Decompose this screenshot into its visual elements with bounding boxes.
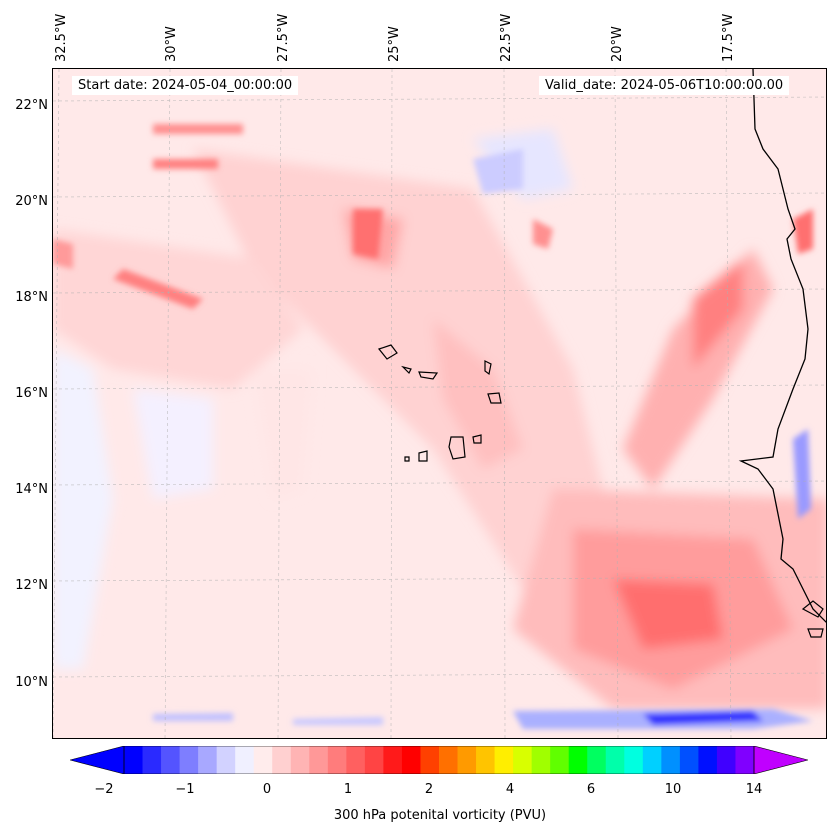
lat-label: 22°N [15,98,48,113]
colorbar-cell [401,746,421,774]
colorbar-cell [179,746,199,774]
colorbar-tick: 0 [262,782,272,797]
coastline [738,69,826,623]
colorbar-tick: 1 [343,782,353,797]
lat-label: 16°N [15,386,48,401]
colorbar-cell [568,746,588,774]
lon-label: 20°W [610,26,625,62]
colorbar-cell [420,746,440,774]
colorbar-cell [550,746,570,774]
colorbar-extend-min [70,746,125,774]
lon-label: 22.5°W [499,13,514,62]
colorbar-cell [494,746,514,774]
lon-label: 17.5°W [721,13,736,62]
colorbar-cell [605,746,625,774]
pv-map[interactable] [52,68,827,739]
colorbar-tick: −1 [175,782,195,797]
lon-label: 27.5°W [276,13,291,62]
colorbar-cell [439,746,459,774]
colorbar-cell [327,746,347,774]
lon-label: 25°W [387,26,402,62]
colorbar-cell [253,746,273,774]
colorbar-cell [235,746,255,774]
colorbar [70,746,808,774]
colorbar-tick: 10 [664,782,682,797]
colorbar-cell [364,746,384,774]
colorbar-cell [679,746,699,774]
colorbar-cell [661,746,681,774]
colorbar-cell [698,746,718,774]
colorbar-cell [513,746,533,774]
colorbar-cell [531,746,551,774]
colorbar-extend-max [753,746,808,774]
lat-label: 14°N [15,482,48,497]
colorbar-label: 300 hPa potenital vorticity (PVU) [333,808,547,823]
colorbar-cell [642,746,662,774]
colorbar-cell [309,746,329,774]
colorbar-tick: 2 [424,782,434,797]
colorbar-tick: 6 [586,782,596,797]
lat-label: 18°N [15,290,48,305]
colorbar-cell [476,746,496,774]
colorbar-cell [290,746,310,774]
lon-label: 32.5°W [54,13,69,62]
colorbar-cell [272,746,292,774]
colorbar-cell [142,746,162,774]
valid-date: Valid_date: 2024-05-06T10:00:00.00 [539,76,790,95]
colorbar-cell [457,746,477,774]
colorbar-cell [624,746,644,774]
colorbar-tick: 14 [745,782,763,797]
colorbar-cell [124,746,144,774]
colorbar-cell [716,746,736,774]
colorbar-cell [198,746,218,774]
colorbar-tick: 4 [505,782,515,797]
colorbar-tick: −2 [94,782,114,797]
colorbar-cell [383,746,403,774]
pv-contour-field [53,69,826,738]
colorbar-cell [346,746,366,774]
lat-label: 12°N [15,578,48,593]
lon-label: 30°W [164,26,179,62]
colorbar-cell [161,746,181,774]
colorbar-cell [587,746,607,774]
colorbar-cell [735,746,755,774]
colorbar-cell [216,746,236,774]
lat-label: 10°N [15,675,48,690]
lat-label: 20°N [15,194,48,209]
start-date: Start date: 2024-05-04_00:00:00 [72,76,299,95]
